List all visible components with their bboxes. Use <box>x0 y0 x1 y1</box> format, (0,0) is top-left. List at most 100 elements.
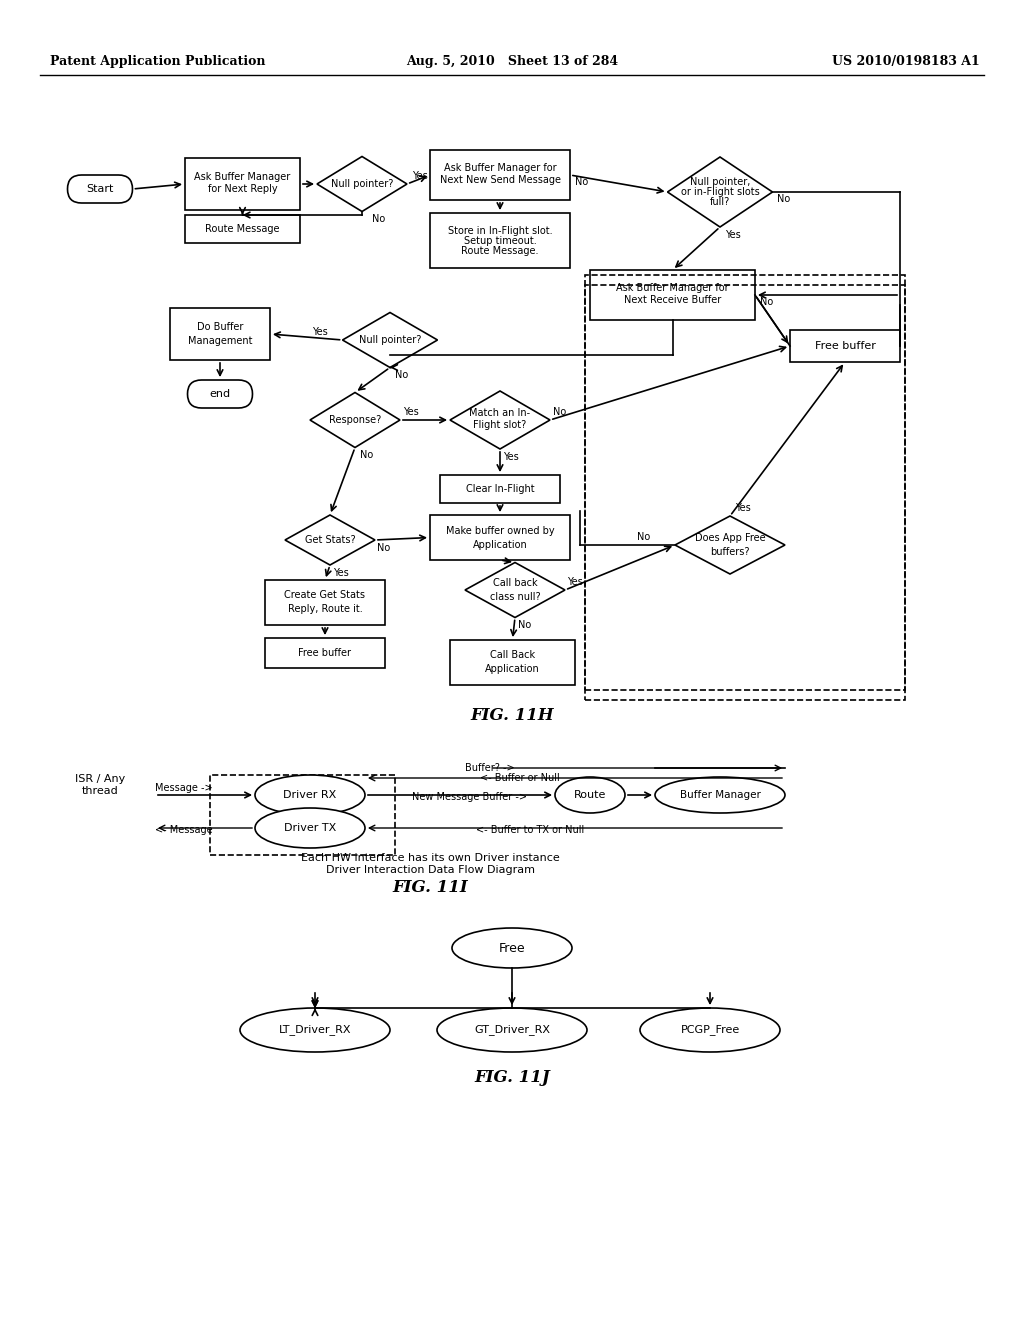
Text: No: No <box>553 407 566 417</box>
Text: ISR / Any
thread: ISR / Any thread <box>75 775 125 796</box>
Bar <box>265 638 385 668</box>
Text: Flight slot?: Flight slot? <box>473 420 526 430</box>
Text: Store in In-Flight slot.: Store in In-Flight slot. <box>447 226 552 235</box>
Bar <box>185 158 300 210</box>
Text: Get Stats?: Get Stats? <box>305 535 355 545</box>
Ellipse shape <box>240 1008 390 1052</box>
Text: Route: Route <box>573 789 606 800</box>
Text: New Message Buffer ->: New Message Buffer -> <box>413 792 527 803</box>
Text: Yes: Yes <box>412 172 428 181</box>
Text: Start: Start <box>86 183 114 194</box>
Text: LT_Driver_RX: LT_Driver_RX <box>279 1024 351 1035</box>
Text: Yes: Yes <box>735 503 751 513</box>
Ellipse shape <box>555 777 625 813</box>
Text: Free buffer: Free buffer <box>814 341 876 351</box>
Text: Aug. 5, 2010   Sheet 13 of 284: Aug. 5, 2010 Sheet 13 of 284 <box>406 55 618 69</box>
Text: Route Message: Route Message <box>205 224 280 234</box>
Ellipse shape <box>255 775 365 814</box>
Ellipse shape <box>452 928 572 968</box>
Text: Yes: Yes <box>403 407 419 417</box>
Text: No: No <box>777 194 791 205</box>
Text: end: end <box>210 389 230 399</box>
Text: Next Receive Buffer: Next Receive Buffer <box>624 294 721 305</box>
Text: for Next Reply: for Next Reply <box>208 183 278 194</box>
Text: buffers?: buffers? <box>711 546 750 557</box>
Bar <box>440 475 560 503</box>
Text: Yes: Yes <box>333 568 349 578</box>
Text: Free buffer: Free buffer <box>299 648 351 657</box>
Text: No: No <box>377 543 390 553</box>
Text: PCGP_Free: PCGP_Free <box>680 1024 739 1035</box>
Text: FIG. 11H: FIG. 11H <box>470 706 554 723</box>
Polygon shape <box>342 313 437 367</box>
Bar <box>790 330 900 362</box>
Text: Management: Management <box>187 337 252 346</box>
Polygon shape <box>317 157 407 211</box>
Text: Null pointer?: Null pointer? <box>358 335 421 345</box>
Text: Clear In-Flight: Clear In-Flight <box>466 484 535 494</box>
Text: Buffer Manager: Buffer Manager <box>680 789 761 800</box>
Text: <- Message: <- Message <box>155 825 213 836</box>
Text: No: No <box>395 371 409 380</box>
Text: No: No <box>518 620 531 631</box>
Text: Yes: Yes <box>503 451 519 462</box>
Text: Call back: Call back <box>493 578 538 587</box>
Text: Each HW interface has its own Driver instance: Each HW interface has its own Driver ins… <box>301 853 559 863</box>
Bar <box>185 215 300 243</box>
Polygon shape <box>675 516 785 574</box>
Text: Patent Application Publication: Patent Application Publication <box>50 55 265 69</box>
Text: Driver RX: Driver RX <box>284 789 337 800</box>
Text: class null?: class null? <box>489 591 541 602</box>
Text: Create Get Stats: Create Get Stats <box>285 590 366 601</box>
Ellipse shape <box>437 1008 587 1052</box>
Text: Free: Free <box>499 941 525 954</box>
Text: Buffer? ->: Buffer? -> <box>465 763 515 774</box>
Text: Application: Application <box>473 540 527 549</box>
Text: Application: Application <box>485 664 540 675</box>
Text: Driver Interaction Data Flow Diagram: Driver Interaction Data Flow Diagram <box>326 865 535 875</box>
FancyBboxPatch shape <box>68 176 132 203</box>
Bar <box>430 150 570 201</box>
Bar <box>585 275 905 690</box>
Text: Call Back: Call Back <box>489 651 536 660</box>
Bar <box>170 308 270 360</box>
Text: Match an In-: Match an In- <box>469 408 530 418</box>
Bar <box>430 515 570 560</box>
Bar <box>450 640 575 685</box>
Polygon shape <box>450 391 550 449</box>
Text: No: No <box>575 177 588 187</box>
Text: Null pointer?: Null pointer? <box>331 180 393 189</box>
Bar <box>585 285 905 700</box>
Text: Message ->: Message -> <box>155 783 213 793</box>
Text: No: No <box>760 297 773 308</box>
Text: Reply, Route it.: Reply, Route it. <box>288 605 362 615</box>
Text: Next New Send Message: Next New Send Message <box>439 176 560 185</box>
Polygon shape <box>285 515 375 565</box>
Text: GT_Driver_RX: GT_Driver_RX <box>474 1024 550 1035</box>
Text: Route Message.: Route Message. <box>461 246 539 256</box>
Text: Make buffer owned by: Make buffer owned by <box>445 525 554 536</box>
Text: US 2010/0198183 A1: US 2010/0198183 A1 <box>833 55 980 69</box>
Ellipse shape <box>655 777 785 813</box>
Text: Do Buffer: Do Buffer <box>197 322 243 333</box>
Ellipse shape <box>255 808 365 847</box>
Text: Ask Buffer Manager: Ask Buffer Manager <box>195 172 291 182</box>
Text: Ask Buffer Manager for: Ask Buffer Manager for <box>443 162 556 173</box>
Ellipse shape <box>640 1008 780 1052</box>
Text: Yes: Yes <box>725 230 740 240</box>
Text: <- Buffer or Null: <- Buffer or Null <box>480 774 560 783</box>
Text: No: No <box>637 532 650 543</box>
Polygon shape <box>668 157 772 227</box>
Text: Driver TX: Driver TX <box>284 822 336 833</box>
Text: Response?: Response? <box>329 414 381 425</box>
Polygon shape <box>310 392 400 447</box>
Text: Null pointer,: Null pointer, <box>690 177 751 187</box>
Text: Setup timeout.: Setup timeout. <box>464 235 537 246</box>
Text: Does App Free: Does App Free <box>694 533 765 543</box>
Text: Yes: Yes <box>312 327 329 337</box>
Text: No: No <box>372 214 385 224</box>
Bar <box>210 775 395 855</box>
FancyBboxPatch shape <box>187 380 253 408</box>
Text: <- Buffer to TX or Null: <- Buffer to TX or Null <box>476 825 584 836</box>
Text: FIG. 11J: FIG. 11J <box>474 1069 550 1086</box>
